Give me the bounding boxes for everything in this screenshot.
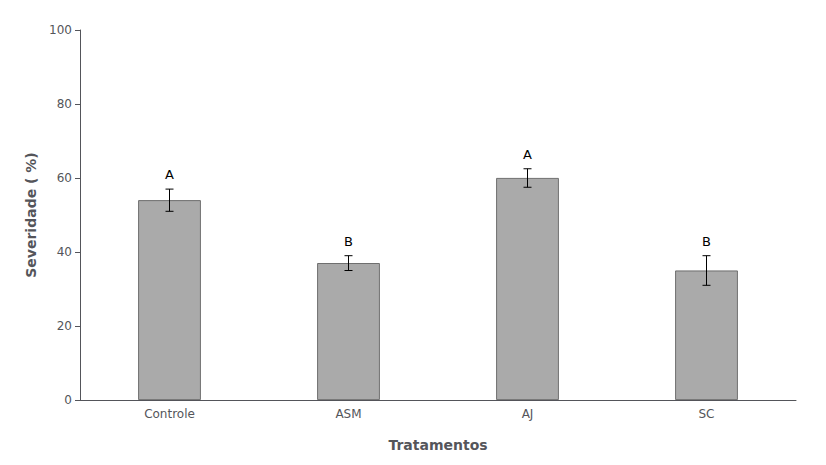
svg-text:B: B (344, 234, 353, 249)
svg-text:Severidade ( %): Severidade ( %) (23, 152, 39, 277)
svg-text:20: 20 (57, 319, 72, 333)
svg-text:A: A (165, 167, 174, 182)
svg-text:100: 100 (49, 23, 72, 37)
svg-text:AJ: AJ (522, 407, 534, 421)
svg-text:B: B (702, 234, 711, 249)
svg-text:60: 60 (57, 171, 72, 185)
svg-text:40: 40 (57, 245, 72, 259)
svg-text:SC: SC (699, 407, 715, 421)
svg-text:ASM: ASM (335, 407, 361, 421)
svg-text:A: A (523, 147, 532, 162)
svg-text:Tratamentos: Tratamentos (388, 437, 487, 453)
svg-text:0: 0 (64, 393, 72, 407)
svg-text:80: 80 (57, 97, 72, 111)
svg-text:Controle: Controle (144, 407, 195, 421)
